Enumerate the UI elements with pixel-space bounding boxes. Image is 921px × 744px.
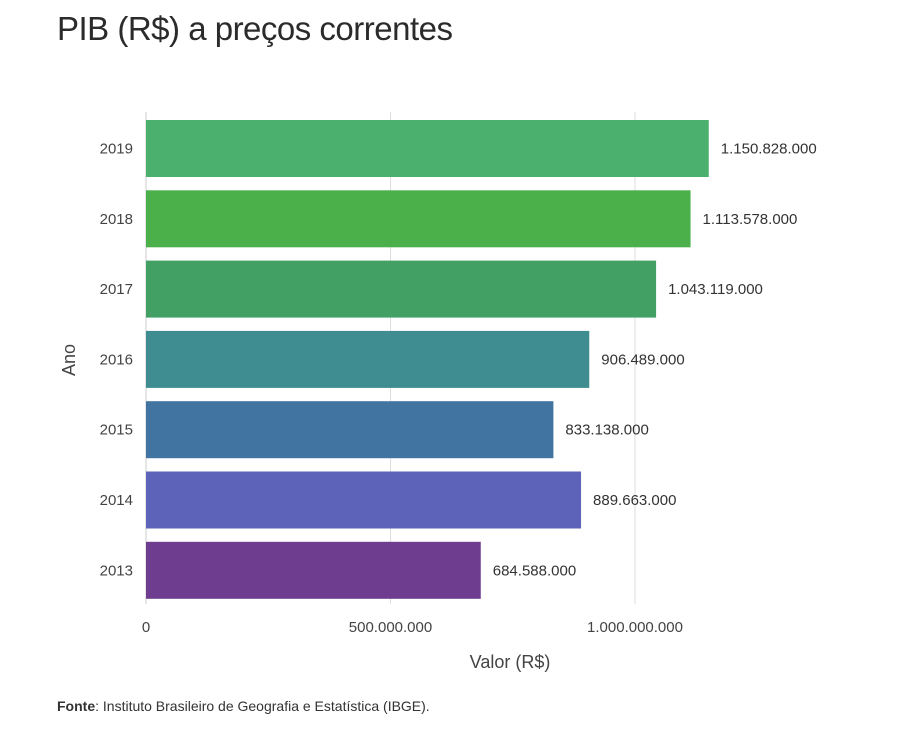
y-tick-label-2018: 2018 [100, 211, 133, 228]
bar-2017 [146, 260, 657, 318]
y-tick-label-2014: 2014 [100, 492, 133, 509]
value-label-2013: 684.588.000 [493, 562, 576, 579]
value-label-2016: 906.489.000 [601, 351, 684, 368]
bar-2014 [146, 471, 582, 529]
value-label-2017: 1.043.119.000 [668, 281, 763, 298]
x-tick-label: 0 [142, 619, 150, 636]
chart-title: PIB (R$) a preços correntes [57, 10, 453, 47]
y-tick-label-2016: 2016 [100, 351, 133, 368]
value-label-2019: 1.150.828.000 [721, 141, 817, 158]
bar-2015 [146, 401, 554, 459]
value-label-2015: 833.138.000 [565, 422, 648, 439]
y-tick-label-2015: 2015 [100, 422, 133, 439]
source-note: Fonte: Instituto Brasileiro de Geografia… [57, 698, 430, 714]
bar-2018 [146, 190, 691, 248]
y-tick-label-2013: 2013 [100, 562, 133, 579]
bar-2013 [146, 541, 481, 599]
x-tick-labels: 0 500.000.000 1.000.000.000 [142, 619, 683, 636]
x-axis-title: Valor (R$) [470, 652, 551, 672]
y-tick-label-2017: 2017 [100, 281, 133, 298]
bar-2019 [146, 120, 709, 177]
y-tick-labels: 2019 2018 2017 2016 2015 2014 2013 [100, 141, 133, 580]
y-tick-label-2019: 2019 [100, 141, 133, 158]
source-text: : Instituto Brasileiro de Geografia e Es… [95, 698, 430, 714]
bar-2016 [146, 330, 590, 388]
x-tick-label: 500.000.000 [349, 619, 432, 636]
x-tick-label: 1.000.000.000 [587, 619, 683, 636]
value-label-2014: 889.663.000 [593, 492, 676, 509]
value-label-2018: 1.113.578.000 [703, 211, 798, 228]
value-labels: 1.150.828.000 1.113.578.000 1.043.119.000 9… [493, 141, 817, 580]
bars [146, 120, 709, 599]
y-axis-title: Ano [59, 344, 79, 376]
source-label: Fonte [57, 698, 96, 714]
